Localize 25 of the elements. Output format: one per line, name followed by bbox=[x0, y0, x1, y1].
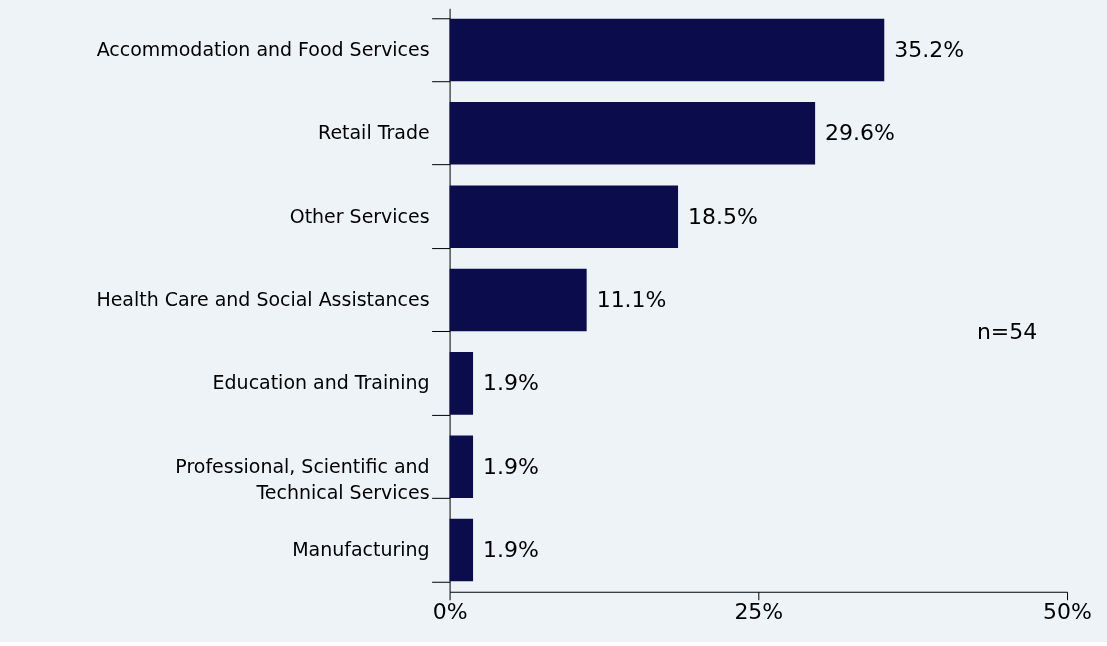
data-label: 1.9% bbox=[483, 453, 539, 479]
data-label: 29.6% bbox=[825, 120, 895, 146]
y-tick-label: Retail Trade bbox=[318, 121, 430, 144]
bar bbox=[449, 102, 816, 165]
y-tick-label: Health Care and Social Assistances bbox=[96, 288, 430, 311]
x-tick-label: 25% bbox=[734, 599, 784, 625]
y-tick-label: Other Services bbox=[289, 204, 430, 227]
y-tick-label: Education and Training bbox=[212, 371, 430, 394]
bar bbox=[449, 18, 885, 82]
bar bbox=[449, 352, 474, 415]
data-label: 1.9% bbox=[483, 370, 539, 396]
data-label: 1.9% bbox=[483, 537, 539, 563]
data-label: 11.1% bbox=[596, 287, 667, 313]
y-tick-label: Manufacturing bbox=[292, 538, 430, 561]
bar bbox=[449, 185, 679, 248]
y-tick-label: Accommodation and Food Services bbox=[96, 37, 430, 60]
bar bbox=[449, 518, 474, 582]
bar bbox=[449, 268, 587, 332]
data-label: 18.5% bbox=[688, 203, 758, 229]
bar bbox=[449, 435, 474, 498]
data-label: 35.2% bbox=[894, 36, 965, 62]
y-tick-label: Professional, Scientific and Technical Services bbox=[175, 454, 430, 503]
annotation: n=54 bbox=[976, 319, 1038, 345]
x-tick-label: 0% bbox=[432, 599, 468, 625]
x-tick-label: 50% bbox=[1043, 599, 1092, 625]
